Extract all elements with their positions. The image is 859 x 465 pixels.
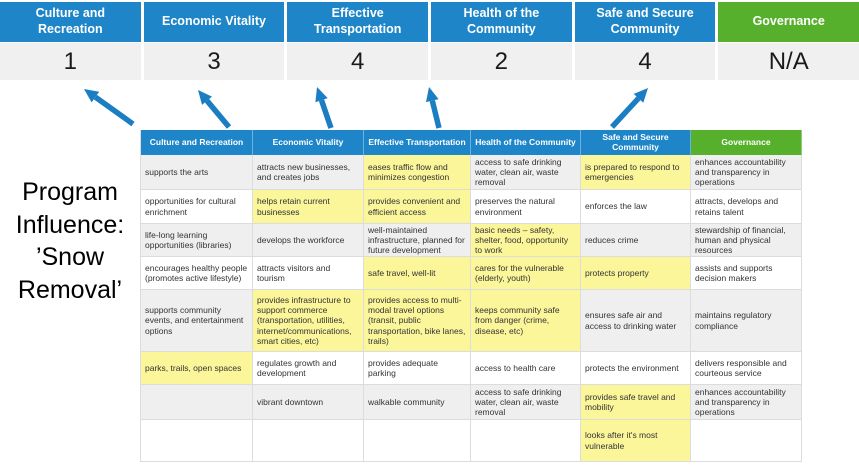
score-economic-vitality: 3 [143, 43, 285, 80]
matrix-cell-r3c3: well-maintained infrastructure, planned … [364, 224, 471, 257]
matrix-cell-r6c1: parks, trails, open spaces [141, 352, 253, 385]
score-effective-transportation: 4 [287, 43, 429, 80]
up-arrow-5-shaft [609, 96, 641, 129]
matrix-cell-r2c1: opportunities for cultural enrichment [141, 190, 253, 224]
score-safe-and-secure-community: 4 [574, 43, 716, 80]
matrix-cell-r7c4: access to safe drinking water, clean air… [471, 385, 581, 420]
matrix-header-effective-transportation: Effective Transportation [364, 130, 471, 155]
up-arrow-4-head [426, 87, 439, 103]
priority-header-effective-transportation: Effective Transportation [287, 2, 429, 42]
matrix-cell-r8c5: looks after it's most vulnerable [581, 420, 691, 462]
matrix-header-health-of-the-community: Health of the Community [471, 130, 581, 155]
matrix-cell-r7c1 [141, 385, 253, 420]
matrix-cell-r3c4: basic needs – safety, shelter, food, opp… [471, 224, 581, 257]
up-arrow-4-shaft [429, 99, 442, 129]
up-arrow-5-head [633, 88, 648, 103]
priority-header-economic-vitality: Economic Vitality [143, 2, 285, 42]
matrix-cell-r7c6: enhances accountability and transparency… [691, 385, 802, 420]
priority-header-safe-and-secure-community: Safe and Secure Community [574, 2, 716, 42]
priority-header-row: Culture and Recreation Economic Vitality… [0, 2, 859, 42]
matrix-cell-r6c2: regulates growth and development [253, 352, 364, 385]
matrix-cell-r5c1: supports community events, and entertain… [141, 290, 253, 352]
priority-summary-table: Culture and Recreation Economic Vitality… [0, 2, 859, 80]
matrix-cell-r1c1: supports the arts [141, 155, 253, 190]
matrix-cell-r7c5: provides safe travel and mobility [581, 385, 691, 420]
matrix-cell-r1c5: is prepared to respond to emergencies [581, 155, 691, 190]
matrix-cell-r4c4: cares for the vulnerable (elderly, youth… [471, 257, 581, 290]
matrix-cell-r4c1: encourages healthy people (promotes acti… [141, 257, 253, 290]
matrix-cell-r7c2: vibrant downtown [253, 385, 364, 420]
matrix-cell-r5c4: keeps community safe from danger (crime,… [471, 290, 581, 352]
up-arrow-3-shaft [318, 99, 334, 129]
matrix-cell-r3c1: life-long learning opportunities (librar… [141, 224, 253, 257]
up-arrow-2-head [198, 90, 212, 105]
score-governance: N/A [718, 43, 859, 80]
matrix-cell-r5c3: provides access to multi-modal travel op… [364, 290, 471, 352]
matrix-cell-r3c5: reduces crime [581, 224, 691, 257]
matrix-header-safe-and-secure-community: Safe and Secure Community [581, 130, 691, 155]
matrix-cell-r8c1 [141, 420, 253, 462]
score-culture-and-recreation: 1 [0, 43, 141, 80]
score-health-of-the-community: 2 [431, 43, 572, 80]
matrix-cell-r8c3 [364, 420, 471, 462]
up-arrow-1-head [84, 89, 100, 103]
matrix-cell-r3c6: stewardship of financial, human and phys… [691, 224, 802, 257]
matrix-cell-r6c4: access to health care [471, 352, 581, 385]
matrix-cell-r4c6: assists and supports decision makers [691, 257, 802, 290]
matrix-cell-r1c3: eases traffic flow and minimizes congest… [364, 155, 471, 190]
matrix-cell-r8c6 [691, 420, 802, 462]
matrix-cell-r4c3: safe travel, well-lit [364, 257, 471, 290]
matrix-cell-r2c6: attracts, develops and retains talent [691, 190, 802, 224]
matrix-header-culture-and-recreation: Culture and Recreation [141, 130, 253, 155]
priority-header-culture-and-recreation: Culture and Recreation [0, 2, 141, 42]
up-arrow-2-shaft [204, 98, 232, 129]
influence-matrix: Culture and Recreation Economic Vitality E… [140, 130, 802, 462]
up-arrow-1-shaft [93, 94, 135, 127]
matrix-cell-r1c6: enhances accountability and transparency… [691, 155, 802, 190]
matrix-header-economic-vitality: Economic Vitality [253, 130, 364, 155]
priority-score-row: 1 3 4 2 4 N/A [0, 43, 859, 80]
matrix-cell-r2c3: provides convenient and efficient access [364, 190, 471, 224]
matrix-cell-r7c3: walkable community [364, 385, 471, 420]
matrix-cell-r5c6: maintains regulatory compliance [691, 290, 802, 352]
priority-header-health-of-the-community: Health of the Community [431, 2, 572, 42]
matrix-cell-r8c2 [253, 420, 364, 462]
matrix-cell-r4c2: attracts visitors and tourism [253, 257, 364, 290]
priority-header-governance: Governance [718, 2, 859, 42]
matrix-cell-r4c5: protects property [581, 257, 691, 290]
matrix-cell-r1c2: attracts new businesses, and creates job… [253, 155, 364, 190]
matrix-cell-r6c6: delivers responsible and courteous servi… [691, 352, 802, 385]
matrix-cell-r5c2: provides infrastructure to support comme… [253, 290, 364, 352]
program-title: Program Influence: ’Snow Removal’ [15, 178, 125, 304]
up-arrow-3-head [315, 87, 328, 103]
matrix-header-governance: Governance [691, 130, 802, 155]
matrix-cell-r6c3: provides adequate parking [364, 352, 471, 385]
matrix-cell-r8c4 [471, 420, 581, 462]
matrix-cell-r2c5: enforces the law [581, 190, 691, 224]
matrix-cell-r1c4: access to safe drinking water, clean air… [471, 155, 581, 190]
matrix-cell-r5c5: ensures safe air and access to drinking … [581, 290, 691, 352]
matrix-cell-r6c5: protects the environment [581, 352, 691, 385]
matrix-cell-r3c2: develops the workforce [253, 224, 364, 257]
matrix-cell-r2c2: helps retain current businesses [253, 190, 364, 224]
matrix-cell-r2c4: preserves the natural environment [471, 190, 581, 224]
